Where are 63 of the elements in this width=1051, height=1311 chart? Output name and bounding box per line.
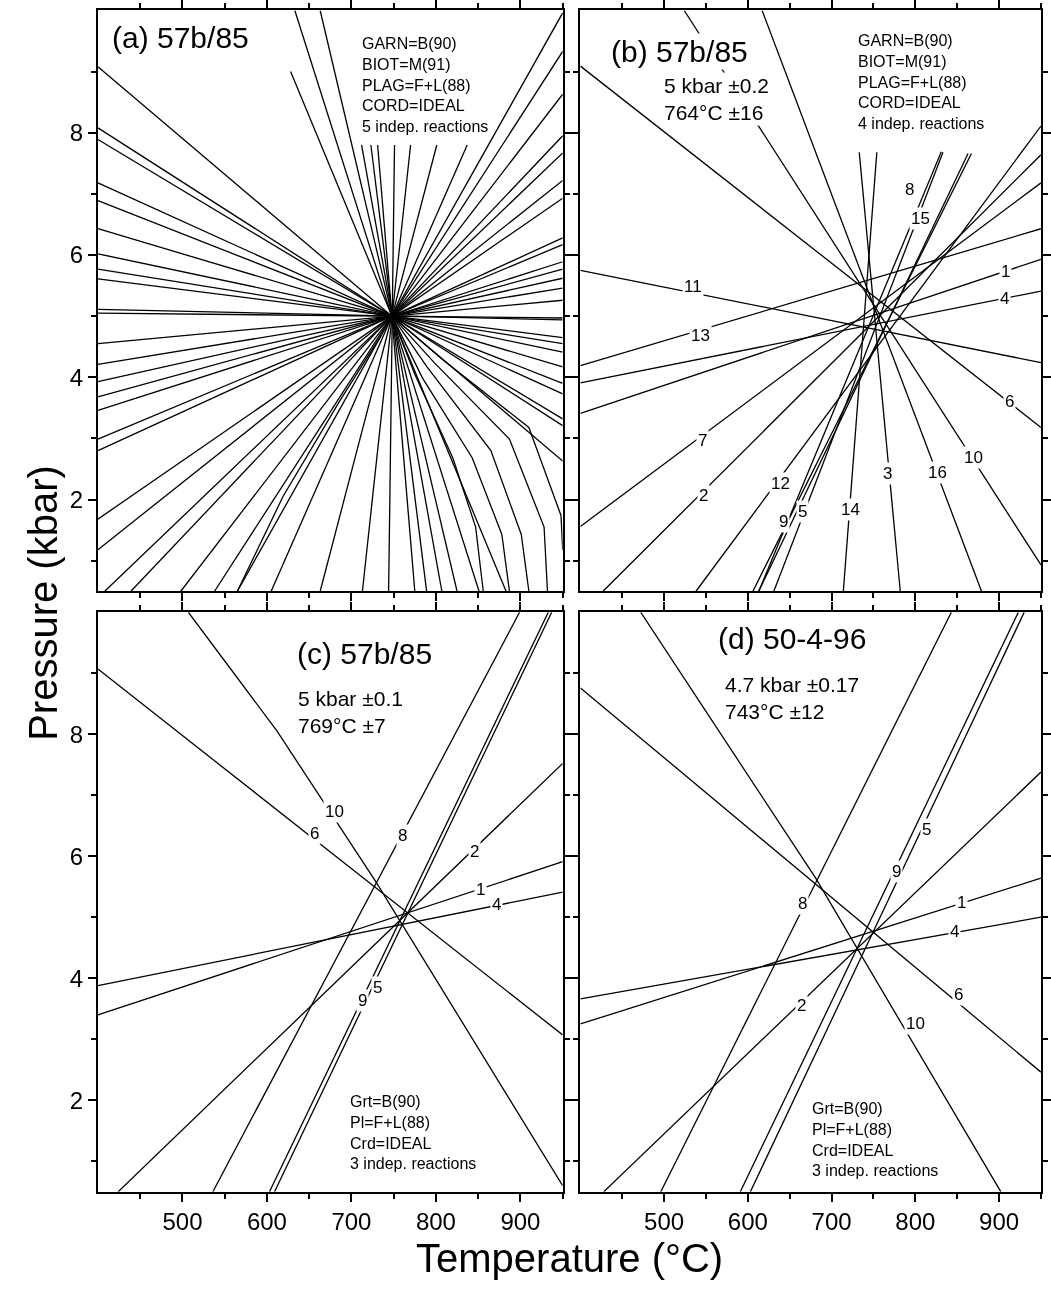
annotation: 5 kbar ±0.2 764°C ±16 [664,74,769,125]
annotation: 6 [954,985,964,1004]
annotation: 4 [950,922,960,941]
y-axis-title: Pressure (kbar) [20,465,65,741]
x-tick-label: 700 [811,1208,852,1236]
annotation: 7 [698,431,708,450]
annotation: 5 [922,820,932,839]
annotation: 16 [928,463,947,482]
x-tick-label: 700 [331,1208,372,1236]
annotation: 9 [779,512,789,531]
annotation: GARN=B(90) BIOT=M(91) PLAG=F+L(88) CORD=IDEAL 4 indep. reactions [858,32,985,133]
annotation: 4 [1000,289,1010,308]
annotation: 3 [883,464,893,483]
y-tick-label: 6 [69,842,84,870]
x-tick-label: 600 [246,1208,287,1236]
annotation: Grt=B(90) Pl=F+L(88) Crd=IDEAL 3 indep. reactions [350,1093,477,1173]
y-tick-label: 8 [69,720,84,748]
annotation: 2 [470,842,480,861]
x-axis-title: Temperature (°C) [416,1236,724,1280]
x-tick-label: 900 [500,1208,541,1236]
chart-title: (a) 57b/85 [112,21,249,54]
x-tick-label: 800 [415,1208,456,1236]
y-tick-label: 6 [69,241,84,269]
text: (b) 57b/85 [611,35,748,68]
annotation: 9 [358,991,368,1010]
y-tick-label: 8 [69,119,84,147]
annotation: 5 [798,502,808,521]
annotation: 10 [906,1014,925,1033]
annotation: 5 kbar ±0.1 769°C ±7 [298,687,403,738]
annotation: 8 [798,894,808,913]
annotation: 2 [797,996,807,1015]
annotation: 4.7 kbar ±0.17 743°C ±12 [725,673,860,724]
annotation: Grt=B(90) Pl=F+L(88) Crd=IDEAL 3 indep. reactions [812,1100,939,1180]
annotation: 1 [1001,262,1011,281]
annotation: 10 [964,448,983,467]
annotation: 6 [310,824,320,843]
annotation: 9 [892,862,902,881]
y-tick-label: 2 [69,485,84,513]
x-tick-label: 800 [895,1208,936,1236]
annotation: 10 [325,802,344,821]
annotation: 15 [911,209,930,228]
x-tick-label: 500 [644,1208,685,1236]
annotation: 5 [373,978,383,997]
chart-title: (d) 50-4-96 [718,622,867,655]
y-tick-label: 2 [69,1086,84,1114]
y-tick-label: 4 [69,363,84,391]
annotation: 6 [1005,392,1015,411]
annotation: 1 [957,893,967,912]
annotation: 1 [476,880,486,899]
x-tick-label: 600 [727,1208,768,1236]
annotation: 14 [841,500,860,519]
annotation: 4 [492,895,502,914]
y-tick-label: 4 [69,964,84,992]
annotation: GARN=B(90) BIOT=M(91) PLAG=F+L(88) CORD=IDEAL 5 indep. reactions [362,35,489,136]
annotation: 2 [699,486,709,505]
annotation: 13 [691,326,710,345]
annotation: 8 [398,826,408,845]
text: (c) 57b/85 [297,637,433,670]
x-tick-label: 900 [979,1208,1020,1236]
annotation: 8 [905,180,915,199]
annotation: 11 [684,277,702,296]
x-tick-label: 500 [162,1208,203,1236]
annotation: 12 [771,474,790,493]
